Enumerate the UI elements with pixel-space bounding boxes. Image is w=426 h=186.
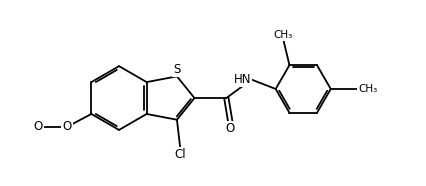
Text: O: O bbox=[63, 120, 72, 133]
Text: O: O bbox=[63, 120, 72, 133]
Text: O: O bbox=[34, 120, 43, 133]
Text: CH₃: CH₃ bbox=[358, 84, 377, 94]
Text: CH₃: CH₃ bbox=[274, 30, 293, 40]
Text: S: S bbox=[173, 63, 181, 76]
Text: O: O bbox=[226, 122, 235, 135]
Text: HN: HN bbox=[234, 73, 251, 86]
Text: Cl: Cl bbox=[175, 148, 186, 161]
